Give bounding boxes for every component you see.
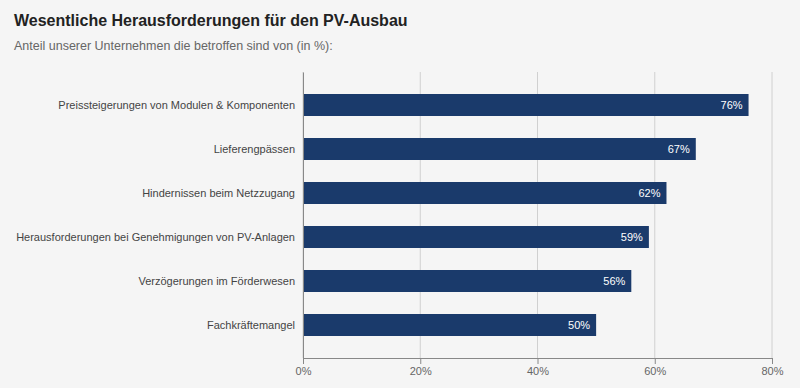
x-tick: 60% [644,358,666,377]
bars [303,94,749,336]
data-label: 56% [603,275,625,287]
title: Wesentliche Herausforderungen für den PV… [14,12,408,29]
data-label: 50% [568,319,590,331]
x-tick-mark [303,358,304,364]
data-label: 59% [621,231,643,243]
x-tick-label: 0% [296,365,312,377]
x-tick: 0% [296,358,312,377]
data-labels: 50% 56% 59% 62% 67% 76% [568,99,743,331]
data-label: 76% [721,99,743,111]
y-tick: Preissteigerungen von Modulen & Komponen… [58,99,303,111]
y-axis: Fachkräftemangel Verzögerungen im Förderw… [16,73,303,359]
y-tick-label: Preissteigerungen von Modulen & Komponen… [58,99,295,111]
y-tick-label: Herausforderungen bei Genehmigungen von … [16,231,295,243]
y-tick: Herausforderungen bei Genehmigungen von … [16,231,303,243]
x-tick-label: 80% [761,365,783,377]
data-label: 62% [638,187,660,199]
x-tick-mark [772,358,773,364]
x-tick-mark [655,358,656,364]
bar [303,182,666,204]
bar [303,226,649,248]
y-axis-line [303,73,304,359]
bar [303,270,631,292]
y-tick-label: Hindernissen beim Netzzugang [142,187,295,199]
bar [303,94,749,116]
grid [303,72,772,358]
y-tick-label: Fachkräftemangel [207,319,295,331]
x-axis: 0% 20% 40% 60% 80% [296,358,784,377]
y-tick: Verzögerungen im Förderwesen [138,275,303,287]
chart: Wesentliche Herausforderungen für den PV… [0,0,800,388]
x-tick-label: 20% [410,365,432,377]
x-tick-label: 60% [644,365,666,377]
plot: 0% 20% 40% 60% 80% Fachkräftemangel Verzögerun… [16,72,784,377]
subtitle: Anteil unserer Unternehmen die betroffen… [14,39,333,53]
y-tick: Fachkräftemangel [207,319,303,331]
bar [303,138,696,160]
data-label: 67% [668,143,690,155]
x-tick: 80% [761,358,783,377]
x-tick: 20% [410,358,432,377]
grid-line [772,72,773,358]
y-tick: Lieferengpässen [214,143,303,155]
x-tick-label: 40% [527,365,549,377]
x-tick-mark [420,358,421,364]
grid-line [303,72,304,358]
y-tick: Hindernissen beim Netzzugang [142,187,303,199]
y-tick-label: Verzögerungen im Förderwesen [138,275,295,287]
x-tick: 40% [527,358,549,377]
y-tick-label: Lieferengpässen [214,143,295,155]
bar [303,314,596,336]
x-tick-mark [538,358,539,364]
